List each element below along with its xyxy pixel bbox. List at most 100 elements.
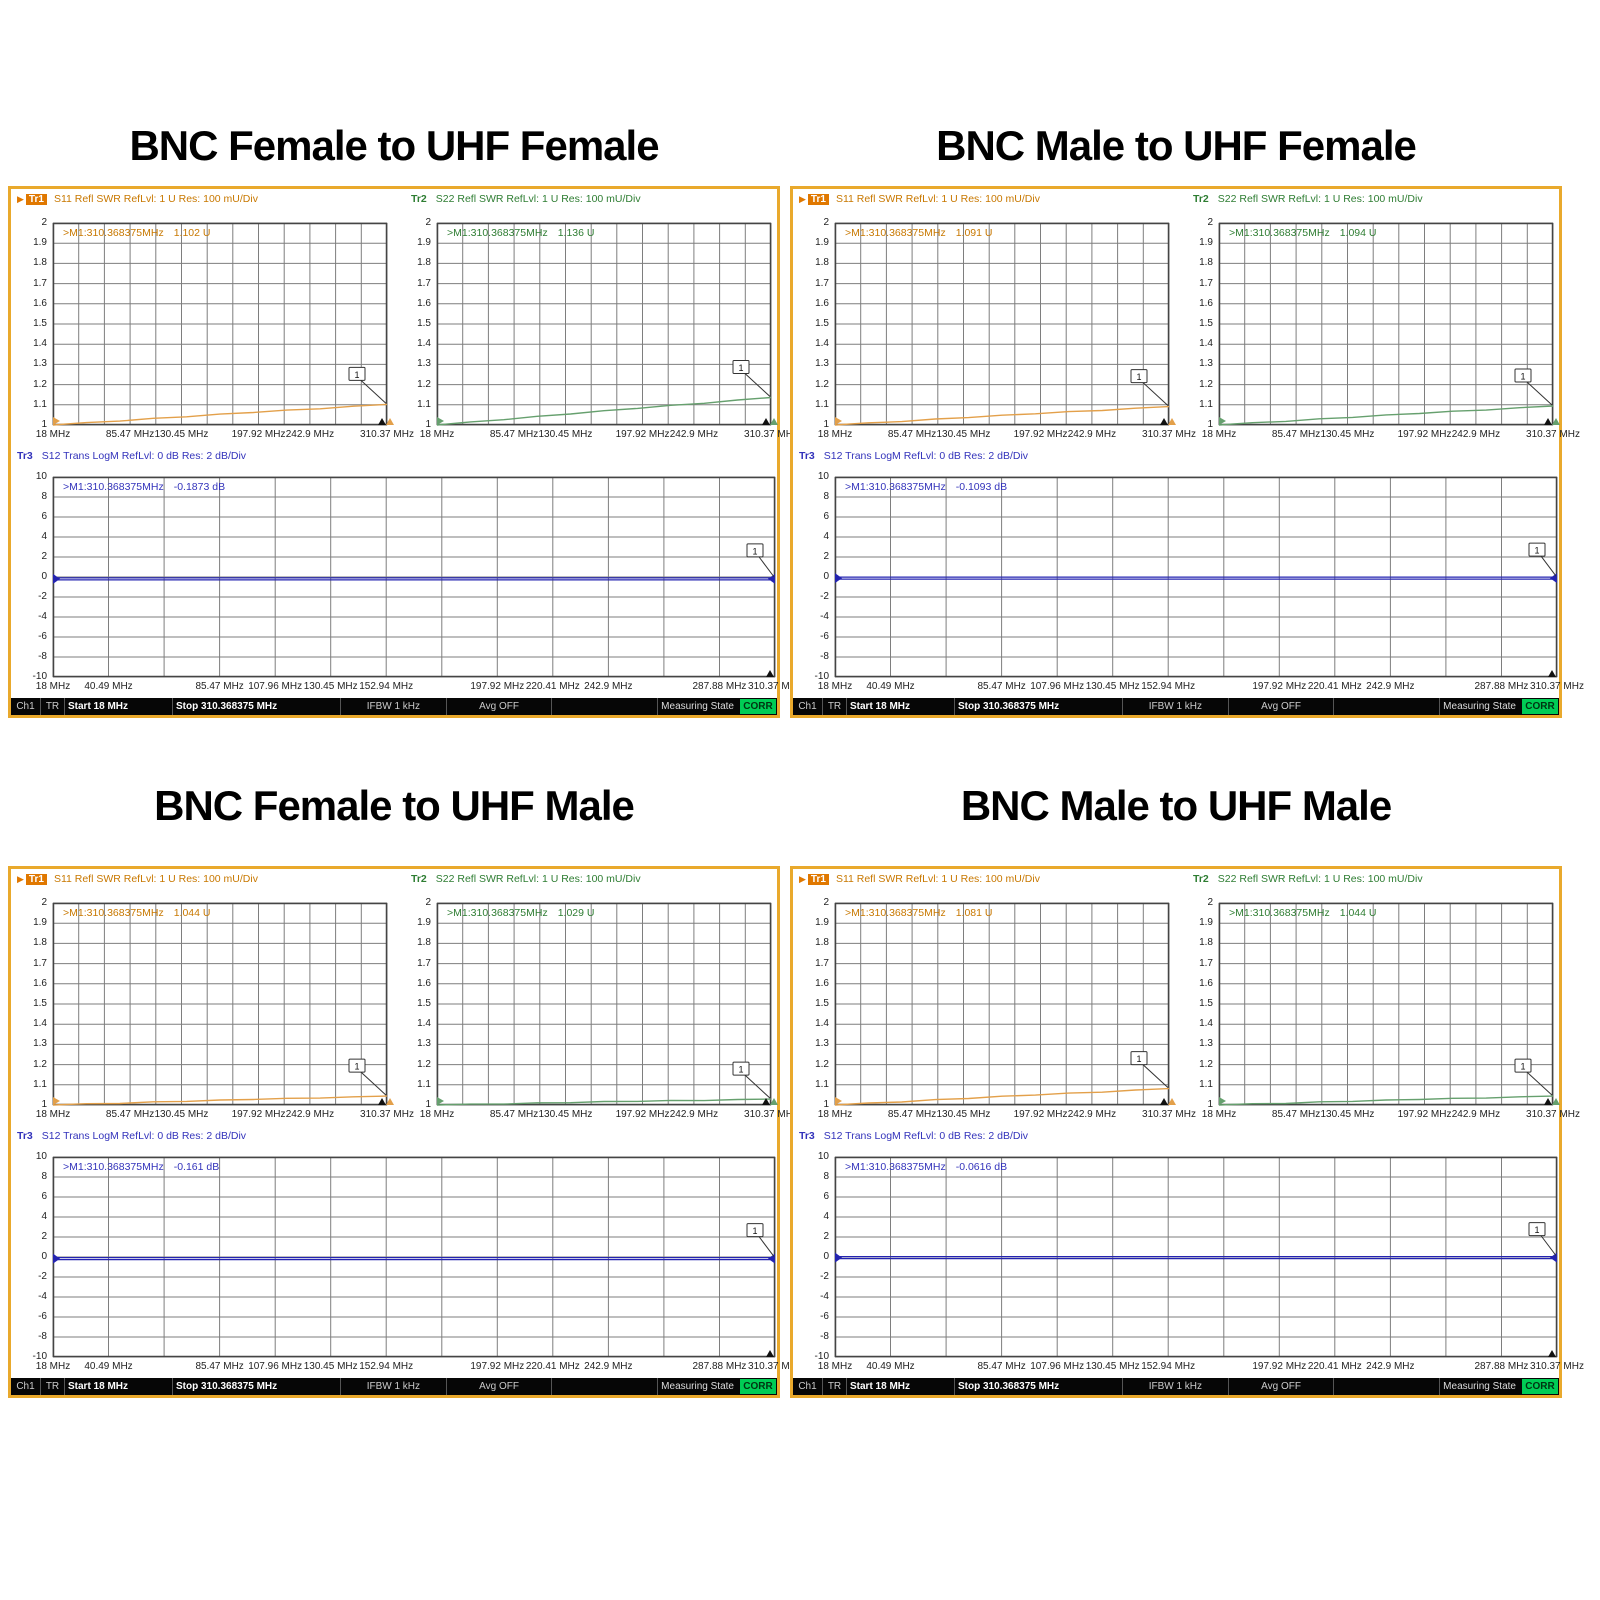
x-tick-label: 107.96 MHz <box>248 1361 303 1372</box>
y-tick-label: 1.1 <box>417 398 431 410</box>
status-start: Start 18 MHz <box>847 1378 955 1395</box>
s12-marker-readout: >M1:310.368375MHz -0.161 dB <box>63 1161 220 1173</box>
x-tick-label: 242.9 MHz <box>584 681 633 692</box>
swr-x-axis-right: 18 MHz 85.47 MHz 130.45 MHz 197.92 MHz 242.9… <box>1202 429 1580 441</box>
s11-swr-grid: 1 <box>52 222 394 426</box>
trace2-header: Tr2 S22 Refl SWR RefLvl: 1 U Res: 100 mU/… <box>411 192 641 206</box>
y-tick-label: -10 <box>32 671 47 682</box>
y-tick-label: 1.2 <box>417 1058 431 1070</box>
y-tick-label: 2 <box>41 551 47 562</box>
svg-text:1: 1 <box>752 1226 757 1236</box>
y-tick-label: 2 <box>41 897 47 908</box>
y-tick-label: 1.2 <box>417 378 431 390</box>
marker-1-flag[interactable]: 1 <box>348 1058 387 1096</box>
y-tick-label: 1.3 <box>815 1038 829 1050</box>
status-stop: Stop 310.368375 MHz <box>955 1378 1123 1395</box>
y-tick-label: 6 <box>41 511 47 522</box>
x-tick-label: 197.92 MHz <box>231 1109 286 1120</box>
marker-1-flag[interactable]: 1 <box>1514 368 1553 406</box>
y-tick-label: 1.5 <box>1199 318 1213 329</box>
s11-swr-grid: 1 <box>834 902 1176 1106</box>
s12-marker-readout: >M1:310.368375MHz -0.1873 dB <box>63 481 226 493</box>
y-tick-label: 1.6 <box>1199 297 1213 309</box>
trace1-description: S11 Refl SWR RefLvl: 1 U Res: 100 mU/Div <box>835 873 1040 885</box>
status-avg: Avg OFF <box>447 1378 553 1395</box>
y-tick-label: 0 <box>41 571 47 582</box>
y-tick-label: 2 <box>425 217 431 228</box>
s11-swr-plot: 2 1.9 1.8 1.7 1.6 1.5 1.4 1.3 1.2 1.1 1 1 >M1:310.… <box>795 895 1196 1120</box>
y-tick-label: 2 <box>425 897 431 908</box>
s12-logmag-grid: 1 <box>52 476 776 678</box>
x-tick-label: 310.37 MHz <box>1530 1361 1584 1372</box>
marker-1-flag[interactable]: 1 <box>348 366 387 404</box>
marker-1-flag[interactable]: 1 <box>732 360 771 397</box>
y-tick-label: 1.9 <box>815 237 829 249</box>
marker-1-flag[interactable]: 1 <box>1528 542 1557 577</box>
x-tick-label: 242.9 MHz <box>1366 1361 1415 1372</box>
x-tick-label: 18 MHz <box>817 429 853 440</box>
x-tick-label: 242.9 MHz <box>285 429 335 440</box>
s12-logmag-grid: 1 <box>52 1156 776 1358</box>
marker-1-flag[interactable]: 1 <box>746 1223 775 1257</box>
y-tick-label: 1.6 <box>417 977 431 989</box>
status-bar: Ch1 TR Start 18 MHz Stop 310.368375 MHz IFBW… <box>11 698 777 715</box>
marker-1-flag[interactable]: 1 <box>746 543 775 578</box>
y-tick-label: 1.6 <box>33 297 47 309</box>
y-tick-label: -10 <box>814 1351 829 1362</box>
trace2-description: S22 Refl SWR RefLvl: 1 U Res: 100 mU/Div <box>435 873 641 885</box>
y-tick-label: 1.7 <box>815 957 829 969</box>
y-tick-label: 1 <box>823 1099 829 1110</box>
trace3-badge: Tr3 <box>17 450 33 462</box>
y-tick-label: -8 <box>38 651 47 662</box>
trace1-header: ▶ Tr1 S11 Refl SWR RefLvl: 1 U Res: 100 mU… <box>17 192 258 206</box>
x-tick-label: 197.92 MHz <box>1252 1361 1307 1372</box>
panel-title: BNC Male to UHF Female <box>936 122 1417 169</box>
y-tick-label: 0 <box>823 571 829 582</box>
y-tick-label: 1.5 <box>815 998 829 1009</box>
active-trace-arrow-icon: ▶ <box>17 194 24 204</box>
y-tick-label: 1.4 <box>1199 1018 1213 1030</box>
y-tick-label: 1.1 <box>417 1078 431 1090</box>
x-tick-label: 197.92 MHz <box>470 681 525 692</box>
s11-swr-plot: 2 1.9 1.8 1.7 1.6 1.5 1.4 1.3 1.2 1.1 1 1 >M1:310.… <box>13 215 414 440</box>
y-tick-label: 8 <box>41 1171 47 1182</box>
trace2-badge: Tr2 <box>411 193 427 205</box>
s22-swr-grid: 1 <box>436 222 778 426</box>
y-tick-label: 2 <box>823 1231 829 1242</box>
db-y-axis: 10 8 6 4 2 0 -2 -4 -6 -8 -10 <box>795 1149 831 1373</box>
trace2-header: Tr2 S22 Refl SWR RefLvl: 1 U Res: 100 mU/… <box>1193 192 1423 206</box>
y-tick-label: 1.1 <box>33 398 47 410</box>
marker-1-flag[interactable]: 1 <box>1528 1222 1557 1256</box>
marker-1-flag[interactable]: 1 <box>1130 369 1169 406</box>
x-tick-label: 18 MHz <box>817 681 853 692</box>
y-tick-label: 1.2 <box>33 378 47 390</box>
y-tick-label: 8 <box>41 491 47 502</box>
panel-title: BNC Male to UHF Male <box>960 782 1392 829</box>
trace3-header: Tr3 S12 Trans LogM RefLvl: 0 dB Res: 2 dB… <box>17 1129 246 1143</box>
status-ifbw: IFBW 1 kHz <box>341 698 447 715</box>
x-tick-label: 197.92 MHz <box>1397 1109 1452 1120</box>
y-tick-label: -8 <box>38 1331 47 1342</box>
marker-1-flag[interactable]: 1 <box>732 1061 771 1099</box>
trace1-badge: Tr1 <box>25 194 47 205</box>
y-tick-label: 1.3 <box>1199 1038 1213 1050</box>
marker-1-flag[interactable]: 1 <box>1130 1051 1169 1089</box>
x-tick-label: 310.37 MHz <box>1530 681 1584 692</box>
s11-marker-readout: >M1:310.368375MHz 1.044 U <box>63 907 211 919</box>
status-corr: CORR <box>1522 1379 1558 1394</box>
y-tick-label: 1.5 <box>417 998 431 1009</box>
y-tick-label: 4 <box>823 1211 829 1222</box>
status-ifbw: IFBW 1 kHz <box>1123 1378 1229 1395</box>
x-tick-label: 18 MHz <box>817 1109 853 1120</box>
swr-y-axis-right: 2 1.9 1.8 1.7 1.6 1.5 1.4 1.3 1.2 1.1 1 <box>1179 895 1215 1119</box>
x-tick-label: 85.47 MHz <box>195 1361 244 1372</box>
marker-1-flag[interactable]: 1 <box>1514 1058 1553 1096</box>
trace3-description: S12 Trans LogM RefLvl: 0 dB Res: 2 dB/Di… <box>823 450 1029 462</box>
status-state: Measuring State <box>661 1381 734 1392</box>
y-tick-label: 1 <box>425 419 431 430</box>
y-tick-label: 1.1 <box>33 1078 47 1090</box>
s11-swr-grid: 1 <box>52 902 394 1106</box>
trace1-description: S11 Refl SWR RefLvl: 1 U Res: 100 mU/Div <box>53 873 258 885</box>
svg-text:1: 1 <box>738 1065 743 1075</box>
y-tick-label: 6 <box>823 1191 829 1202</box>
